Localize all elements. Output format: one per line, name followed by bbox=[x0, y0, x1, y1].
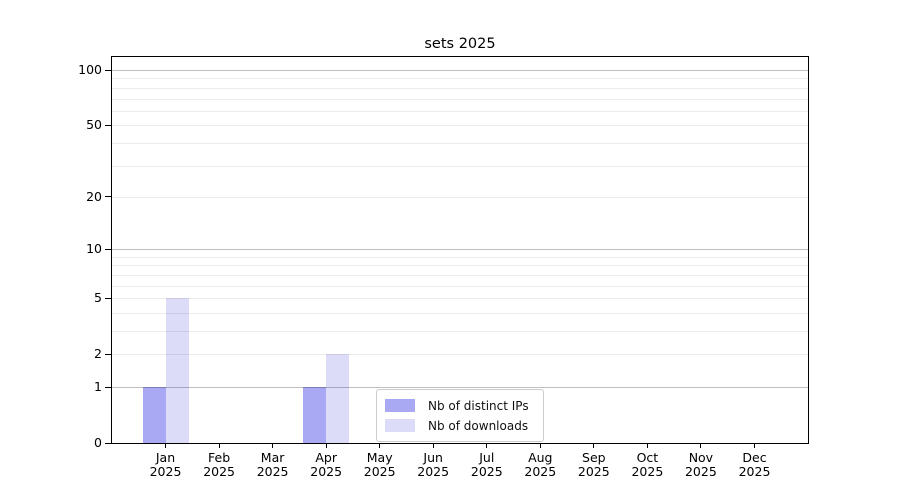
x-tick-mark bbox=[700, 443, 702, 448]
y-tick-label: 50 bbox=[86, 117, 102, 133]
x-tick-month: Sep bbox=[582, 450, 606, 465]
y-tick-label: 5 bbox=[94, 290, 102, 306]
legend-entry: Nb of downloads bbox=[385, 416, 543, 435]
y-tick-label: 100 bbox=[78, 62, 102, 77]
minor-gridline bbox=[112, 87, 808, 89]
x-tick-label: Oct 2025 bbox=[607, 451, 687, 479]
x-tick-month: Jun bbox=[423, 450, 443, 465]
x-tick-mark bbox=[754, 443, 755, 448]
x-tick-month: Dec bbox=[742, 450, 767, 465]
major-gridline bbox=[112, 249, 808, 251]
bar-nb-of-downloads bbox=[165, 298, 189, 443]
x-tick-mark bbox=[486, 443, 488, 448]
x-tick-year: 2025 bbox=[631, 464, 664, 479]
minor-gridline bbox=[112, 312, 808, 314]
y-tick-label: 1 bbox=[94, 379, 102, 394]
x-tick-year: 2025 bbox=[256, 464, 289, 479]
legend-swatch-distinct-ips-icon bbox=[385, 399, 415, 412]
y-tick-label: 10 bbox=[86, 241, 102, 257]
x-tick-month: Mar bbox=[260, 450, 285, 465]
plot-area: Nb of distinct IPs Nb of downloads 0 1 2 5 1… bbox=[78, 56, 809, 479]
x-tick-year: 2025 bbox=[524, 464, 557, 479]
legend-swatch-downloads-icon bbox=[385, 419, 415, 432]
legend: Nb of distinct IPs Nb of downloads bbox=[376, 389, 544, 442]
x-tick-label: Jul 2025 bbox=[447, 451, 527, 479]
x-tick-month: Aug bbox=[528, 450, 553, 465]
x-tick-month: Apr bbox=[315, 450, 337, 465]
y-tick-label: 20 bbox=[86, 188, 102, 204]
x-tick-year: 2025 bbox=[203, 464, 235, 479]
x-tick-month: Nov bbox=[688, 450, 714, 465]
x-tick-month: May bbox=[366, 450, 393, 465]
minor-gridline bbox=[112, 196, 808, 198]
minor-gridline bbox=[112, 142, 808, 144]
x-tick-mark bbox=[165, 443, 166, 448]
y-tick-mark bbox=[105, 248, 111, 250]
minor-gridline bbox=[112, 110, 808, 112]
x-tick-label: Feb 2025 bbox=[179, 451, 259, 479]
minor-gridline bbox=[112, 256, 808, 258]
x-tick-label: Jun 2025 bbox=[393, 451, 473, 479]
x-tick-month: Feb bbox=[208, 450, 231, 465]
y-tick-mark bbox=[105, 297, 111, 299]
x-tick-label: Aug 2025 bbox=[500, 451, 580, 479]
major-gridline bbox=[112, 387, 808, 388]
y-tick-mark bbox=[105, 196, 111, 198]
minor-gridline bbox=[112, 354, 808, 356]
legend-entry: Nb of distinct IPs bbox=[385, 396, 543, 415]
y-tick-mark bbox=[105, 353, 111, 355]
x-tick-year: 2025 bbox=[684, 464, 717, 479]
x-tick-year: 2025 bbox=[363, 464, 396, 479]
x-tick-year: 2025 bbox=[577, 464, 610, 479]
x-tick-label: Dec 2025 bbox=[715, 451, 795, 479]
minor-gridline bbox=[112, 98, 808, 100]
x-tick-mark bbox=[325, 443, 327, 448]
minor-gridline bbox=[112, 298, 808, 300]
bar-nb-of-downloads bbox=[326, 354, 350, 443]
x-tick-mark bbox=[646, 443, 648, 448]
x-tick-year: 2025 bbox=[310, 464, 343, 479]
bar-nb-of-distinct-ips bbox=[303, 386, 327, 443]
minor-gridline bbox=[112, 165, 808, 167]
minor-gridline bbox=[112, 125, 808, 127]
x-tick-label: May 2025 bbox=[340, 451, 420, 479]
chart-title: sets 2025 bbox=[424, 36, 496, 52]
y-tick-mark bbox=[105, 69, 111, 71]
x-tick-label: Nov 2025 bbox=[661, 451, 741, 479]
x-tick-mark bbox=[379, 443, 381, 448]
legend-label: Nb of distinct IPs bbox=[428, 398, 529, 413]
x-tick-mark bbox=[539, 443, 541, 448]
minor-gridline bbox=[112, 265, 808, 267]
x-tick-mark bbox=[593, 443, 595, 448]
y-tick-label: 2 bbox=[94, 346, 102, 362]
x-tick-label: Sep 2025 bbox=[554, 451, 634, 479]
y-tick-mark bbox=[105, 124, 111, 126]
x-tick-mark bbox=[432, 443, 434, 448]
minor-gridline bbox=[112, 285, 808, 287]
x-tick-year: 2025 bbox=[738, 464, 771, 479]
minor-gridline bbox=[112, 331, 808, 332]
x-tick-label: Mar 2025 bbox=[233, 451, 313, 479]
major-gridline bbox=[112, 70, 808, 71]
x-tick-month: Jul bbox=[479, 450, 495, 465]
x-tick-year: 2025 bbox=[149, 464, 182, 479]
y-tick-label: 0 bbox=[94, 435, 102, 450]
x-tick-label: Apr 2025 bbox=[286, 451, 366, 479]
x-tick-month: Jan bbox=[155, 450, 176, 465]
bar-nb-of-distinct-ips bbox=[142, 386, 166, 443]
y-tick-mark bbox=[105, 442, 111, 444]
minor-gridline bbox=[112, 274, 808, 276]
x-tick-label: Jan 2025 bbox=[126, 451, 206, 479]
y-tick-mark bbox=[105, 386, 111, 388]
x-tick-year: 2025 bbox=[417, 464, 450, 479]
x-tick-mark bbox=[218, 443, 220, 448]
x-tick-month: Oct bbox=[636, 450, 659, 465]
minor-gridline bbox=[112, 78, 808, 80]
legend-label: Nb of downloads bbox=[428, 418, 529, 433]
x-tick-mark bbox=[272, 443, 274, 448]
x-tick-year: 2025 bbox=[470, 464, 503, 479]
